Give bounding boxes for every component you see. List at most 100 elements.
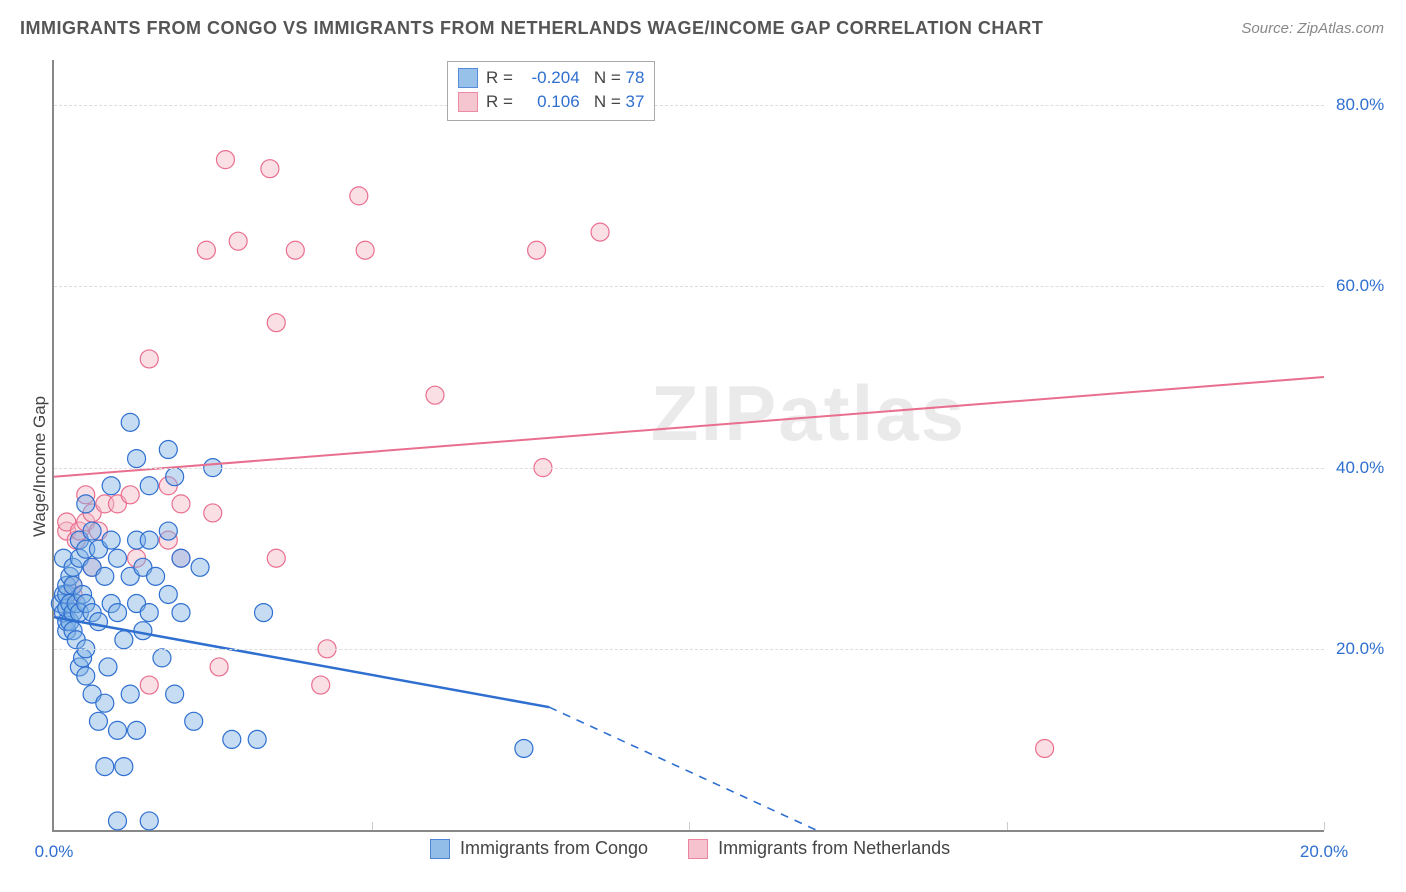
data-point-congo	[74, 585, 92, 603]
data-point-congo	[96, 694, 114, 712]
data-point-congo	[159, 522, 177, 540]
data-point-congo	[61, 567, 79, 585]
data-point-congo	[51, 595, 69, 613]
data-point-congo	[515, 739, 533, 757]
data-point-netherlands	[172, 549, 190, 567]
data-point-congo	[140, 531, 158, 549]
x-tick-label: 20.0%	[1300, 842, 1348, 862]
source-attribution: Source: ZipAtlas.com	[1241, 20, 1384, 37]
data-point-congo	[64, 622, 82, 640]
data-point-congo	[83, 522, 101, 540]
data-point-congo	[255, 604, 273, 622]
data-point-congo	[58, 622, 76, 640]
x-tick-mark	[1007, 822, 1008, 830]
data-point-netherlands	[70, 522, 88, 540]
gridline-horizontal	[54, 649, 1324, 650]
data-point-congo	[172, 604, 190, 622]
gridline-horizontal	[54, 286, 1324, 287]
data-point-congo	[77, 540, 95, 558]
data-point-congo	[61, 595, 79, 613]
data-point-congo	[64, 558, 82, 576]
data-point-congo	[128, 450, 146, 468]
data-point-congo	[89, 540, 107, 558]
data-point-congo	[64, 604, 82, 622]
data-point-congo	[159, 441, 177, 459]
data-point-netherlands	[286, 241, 304, 259]
data-point-congo	[77, 595, 95, 613]
legend-swatch	[458, 68, 478, 88]
data-point-netherlands	[128, 549, 146, 567]
data-point-congo	[134, 622, 152, 640]
data-point-congo	[121, 685, 139, 703]
data-point-congo	[115, 631, 133, 649]
data-point-netherlands	[77, 486, 95, 504]
data-point-congo	[89, 712, 107, 730]
legend-swatch	[458, 92, 478, 112]
data-point-congo	[128, 595, 146, 613]
data-point-congo	[83, 558, 101, 576]
x-tick-mark	[689, 822, 690, 830]
data-point-congo	[185, 712, 203, 730]
data-point-netherlands	[216, 151, 234, 169]
chart-svg-layer	[54, 60, 1324, 830]
data-point-congo	[109, 604, 127, 622]
data-point-congo	[140, 477, 158, 495]
data-point-congo	[166, 685, 184, 703]
data-point-congo	[191, 558, 209, 576]
data-point-congo	[58, 585, 76, 603]
y-tick-label: 20.0%	[1336, 639, 1384, 659]
stats-row-congo: R = -0.204 N = 78	[458, 66, 644, 90]
data-point-netherlands	[350, 187, 368, 205]
data-point-netherlands	[229, 232, 247, 250]
data-point-congo	[109, 549, 127, 567]
data-point-netherlands	[96, 495, 114, 513]
data-point-congo	[74, 649, 92, 667]
data-point-congo	[115, 758, 133, 776]
stats-row-netherlands: R = 0.106 N = 37	[458, 90, 644, 114]
legend-swatch	[688, 839, 708, 859]
data-point-congo	[96, 567, 114, 585]
data-point-congo	[70, 604, 88, 622]
series-legend: Immigrants from CongoImmigrants from Net…	[430, 838, 950, 859]
data-point-congo	[67, 631, 85, 649]
data-point-congo	[77, 495, 95, 513]
data-point-congo	[109, 812, 127, 830]
data-point-congo	[83, 685, 101, 703]
data-point-netherlands	[197, 241, 215, 259]
data-point-netherlands	[67, 531, 85, 549]
source-name: ZipAtlas.com	[1297, 20, 1384, 37]
gridline-horizontal	[54, 105, 1324, 106]
data-point-congo	[89, 613, 107, 631]
source-label: Source:	[1241, 20, 1297, 37]
data-point-congo	[223, 730, 241, 748]
x-tick-mark	[1324, 822, 1325, 830]
y-axis-title: Wage/Income Gap	[30, 396, 50, 537]
data-point-congo	[128, 531, 146, 549]
data-point-netherlands	[312, 676, 330, 694]
data-point-netherlands	[140, 350, 158, 368]
data-point-congo	[121, 413, 139, 431]
data-point-netherlands	[83, 558, 101, 576]
data-point-congo	[159, 585, 177, 603]
data-point-netherlands	[89, 522, 107, 540]
data-point-netherlands	[109, 495, 127, 513]
data-point-congo	[102, 531, 120, 549]
data-point-netherlands	[77, 513, 95, 531]
data-point-congo	[61, 613, 79, 631]
data-point-netherlands	[356, 241, 374, 259]
data-point-congo	[58, 613, 76, 631]
legend-item-netherlands: Immigrants from Netherlands	[688, 838, 950, 859]
data-point-netherlands	[1036, 739, 1054, 757]
data-point-congo	[70, 549, 88, 567]
data-point-congo	[55, 585, 73, 603]
data-point-congo	[134, 558, 152, 576]
data-point-congo	[96, 758, 114, 776]
data-point-congo	[55, 549, 73, 567]
data-point-congo	[58, 599, 76, 617]
data-point-netherlands	[58, 522, 76, 540]
scatter-plot-area: ZIPatlas 20.0%40.0%60.0%80.0%0.0%20.0%	[52, 60, 1324, 832]
data-point-congo	[102, 477, 120, 495]
data-point-congo	[147, 567, 165, 585]
data-point-netherlands	[159, 477, 177, 495]
stats-text: R = 0.106 N = 37	[486, 92, 644, 112]
